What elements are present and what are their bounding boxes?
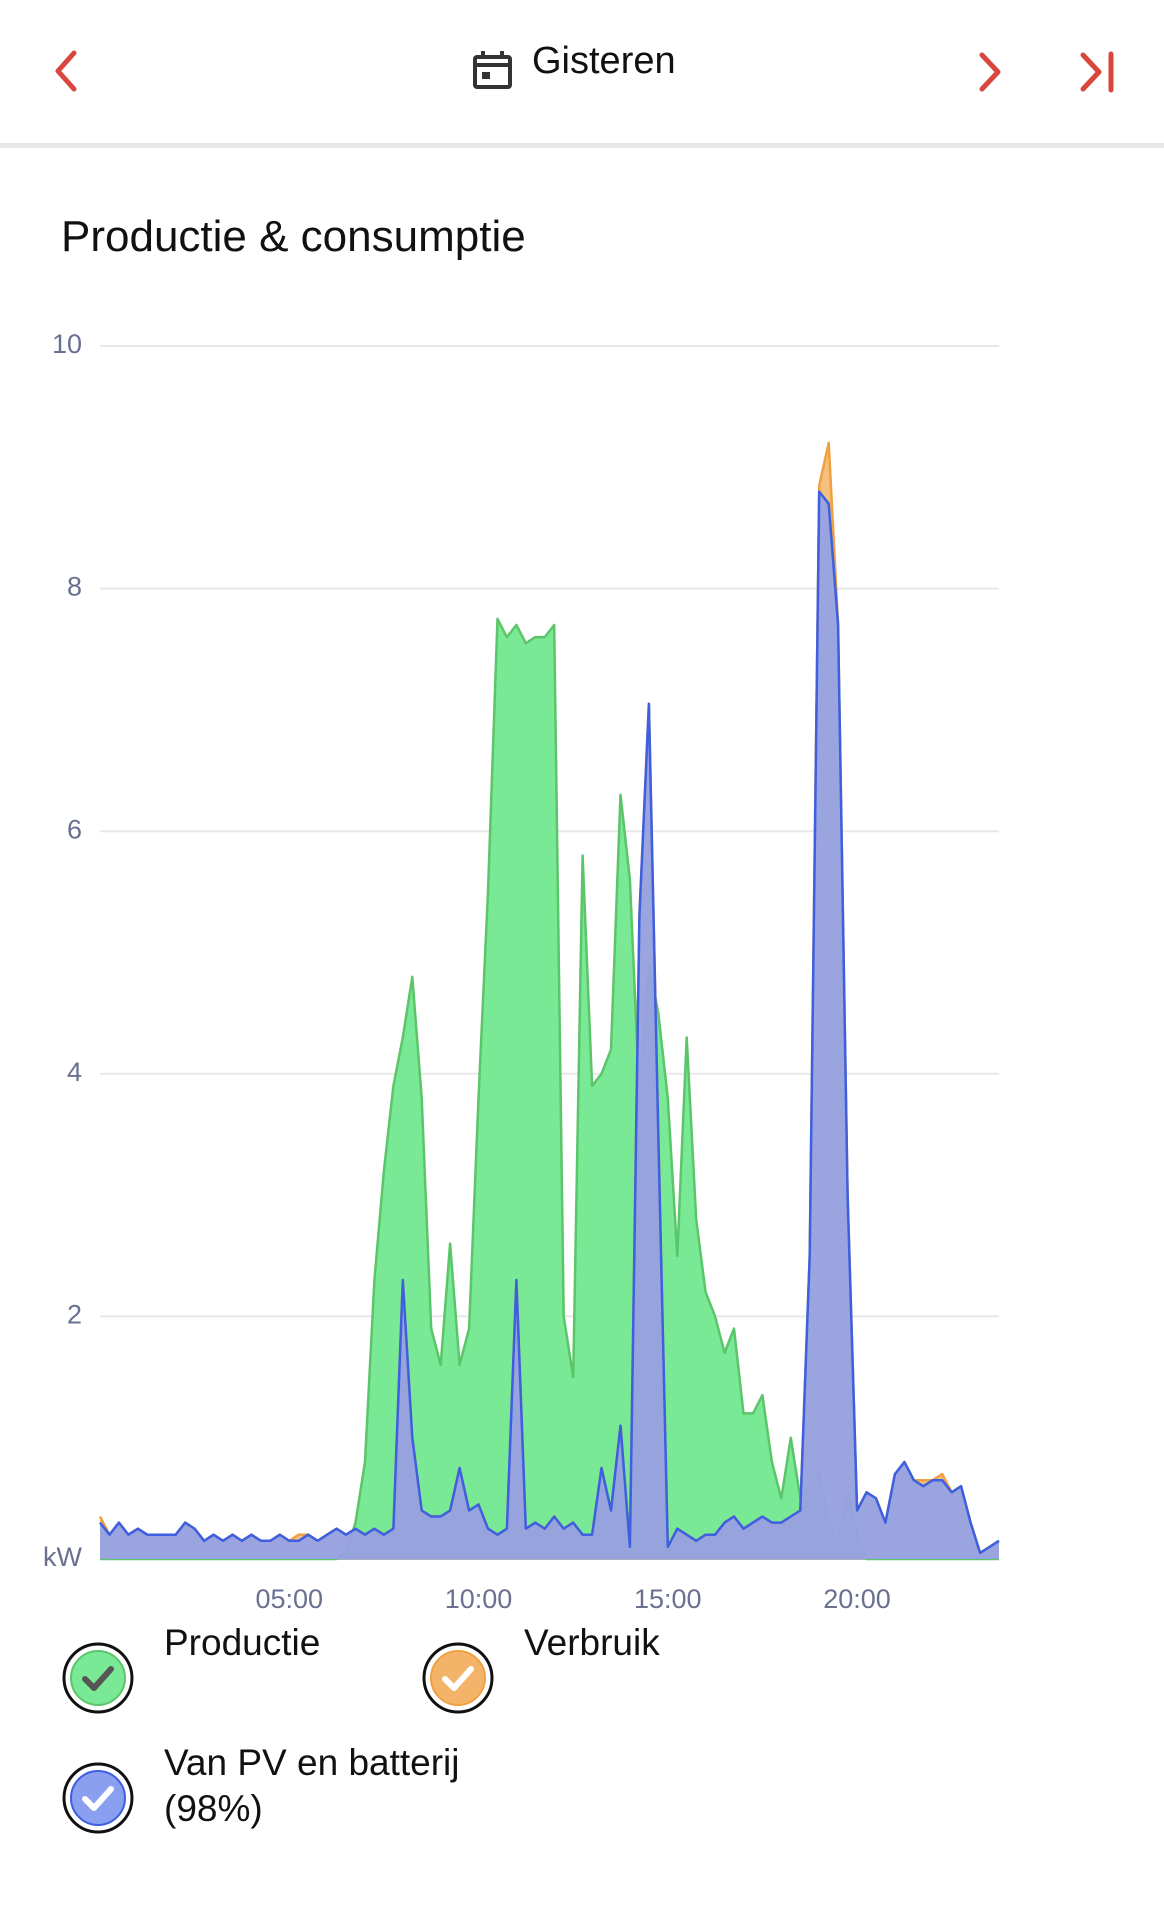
chart: kW 2 4 6 8 10 05:00 10:00 15:00 20:00 [43, 329, 1000, 1614]
legend-item[interactable]: Productie [60, 1622, 534, 1716]
date-title[interactable]: Gisteren [532, 40, 676, 82]
area-fill [100, 491, 999, 1560]
header: Gisteren [0, 0, 1164, 148]
legend-item[interactable]: Verbruik [420, 1622, 894, 1716]
last-button[interactable] [1080, 51, 1114, 93]
series-line [99, 490, 1000, 1555]
y-tick-label: 4 [67, 1057, 82, 1087]
checkbox-fill [70, 1650, 126, 1706]
area-fill [100, 618, 999, 1559]
x-tick-label: 05:00 [255, 1584, 323, 1614]
legend-checkbox[interactable] [60, 1760, 136, 1836]
calendar-icon [473, 51, 512, 89]
y-tick-label: 10 [52, 329, 82, 359]
checkbox-fill [70, 1770, 126, 1826]
legend-label: Productie [164, 1622, 321, 1663]
x-tick-label: 10:00 [445, 1584, 513, 1614]
back-button[interactable] [55, 50, 77, 92]
forward-button[interactable] [979, 52, 1001, 92]
header-icons [55, 50, 1114, 93]
y-tick-label: 6 [67, 814, 82, 844]
chart-title: Productie & consumptie [61, 212, 526, 261]
checkbox-fill [430, 1650, 486, 1706]
x-tick-label: 15:00 [634, 1584, 702, 1614]
legend-label: Van PV en batterij (98%) [164, 1742, 460, 1829]
checkmark [442, 1666, 474, 1691]
legend-item[interactable]: Van PV en batterij (98%) [60, 1742, 534, 1836]
y-tick-label: 2 [67, 1300, 82, 1330]
x-tick-label: 20:00 [823, 1584, 891, 1614]
checkmark [82, 1666, 114, 1691]
checkmark [82, 1786, 114, 1811]
y-tick-label: kW [43, 1542, 83, 1572]
legend-checkbox[interactable] [420, 1640, 496, 1716]
legend-label: Verbruik [524, 1622, 660, 1663]
y-tick-label: 8 [67, 572, 82, 602]
legend-checkbox[interactable] [60, 1640, 136, 1716]
